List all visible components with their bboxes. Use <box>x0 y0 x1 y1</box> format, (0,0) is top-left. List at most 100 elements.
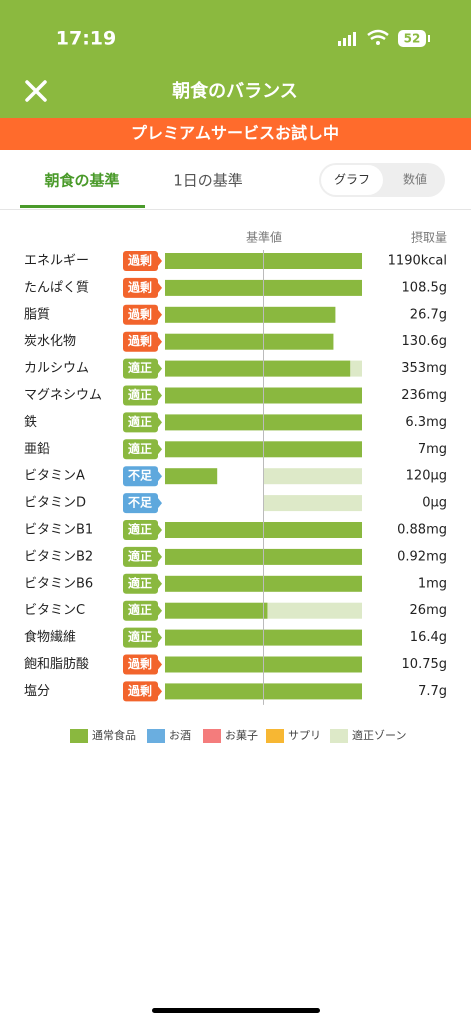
tab[interactable]: 1日の基準 <box>173 172 243 190</box>
status-label: 過剰 <box>127 656 152 671</box>
appropriate-zone <box>263 468 362 485</box>
status-label: 過剰 <box>127 306 152 321</box>
status-label: 適正 <box>128 360 152 375</box>
status-label: 過剰 <box>127 683 152 698</box>
status-badge-arrow <box>158 686 162 697</box>
home-indicator <box>152 1008 320 1013</box>
signal <box>338 32 356 46</box>
intake-value: 353mg <box>401 361 447 376</box>
wifi-dot <box>376 41 380 45</box>
battery-level: 52 <box>404 32 421 46</box>
status-badge-arrow <box>158 578 162 589</box>
value-header: 摂取量 <box>411 230 447 245</box>
status-badge <box>123 654 158 675</box>
toggle-active <box>321 165 383 195</box>
status-label: 不足 <box>128 469 152 483</box>
status-badge <box>123 412 158 433</box>
status-label: 適正 <box>128 548 152 563</box>
intake-value: 6.3mg <box>405 415 447 430</box>
status-badge <box>123 520 158 540</box>
intake-value: 120µg <box>406 469 447 484</box>
status-badge-arrow <box>158 525 162 535</box>
battery-cap <box>428 35 430 42</box>
nutrient-name: ビタミンC <box>24 603 85 618</box>
nutrient-name: 鉄 <box>24 415 37 430</box>
status-label: 過剰 <box>127 253 152 268</box>
status-badge-arrow <box>158 498 162 509</box>
legend-swatch <box>203 729 221 743</box>
status-label: 不足 <box>128 496 152 510</box>
status-badge-arrow <box>158 471 162 482</box>
status-label: 適正 <box>128 575 152 590</box>
status-badge-arrow <box>158 256 162 266</box>
status-badge <box>123 681 158 702</box>
status-badge-arrow <box>158 632 162 643</box>
intake-value: 0µg <box>422 496 447 511</box>
legend-swatch <box>70 729 88 743</box>
nutrient-name: ビタミンB2 <box>24 549 93 564</box>
status-badge-arrow <box>158 659 162 670</box>
nutrient-name: ビタミンA <box>24 469 85 484</box>
nutrient-name: カルシウム <box>24 361 89 376</box>
status-badge <box>123 573 158 594</box>
legend-label: 適正ゾーン <box>352 728 406 742</box>
status-label: 過剰 <box>127 333 152 348</box>
tab-underline <box>20 205 145 208</box>
nutrient-name: ビタミンB6 <box>24 576 93 591</box>
bar <box>165 468 218 485</box>
nutrient-name: エネルギー <box>24 254 89 269</box>
status-label: 適正 <box>128 522 152 537</box>
legend-label: サプリ <box>288 729 321 742</box>
battery <box>398 30 426 47</box>
bar <box>165 602 268 619</box>
intake-value: 26.7g <box>410 307 447 322</box>
intake-value: 236mg <box>401 388 447 403</box>
close-button[interactable] <box>25 80 47 102</box>
legend-label: お酒 <box>169 729 191 742</box>
nutrient-name: 食物繊維 <box>24 629 76 645</box>
status-label: 適正 <box>128 629 152 644</box>
status-badge-arrow <box>158 363 162 374</box>
toggle-option[interactable]: 数値 <box>403 172 427 187</box>
nutrient-name: ビタミンD <box>24 496 86 511</box>
bar <box>165 333 334 350</box>
status-badge <box>123 600 158 621</box>
wifi <box>367 29 389 41</box>
status-badge <box>123 385 158 406</box>
time: 17:19 <box>56 28 116 50</box>
tab[interactable]: 朝食の基準 <box>44 172 119 190</box>
status-badge <box>123 304 158 325</box>
legend-swatch <box>330 729 348 743</box>
reference-label: 基準値 <box>246 230 282 245</box>
bar <box>165 360 351 377</box>
status-badge <box>123 466 158 487</box>
intake-value: 7mg <box>418 442 447 457</box>
status-badge-arrow <box>158 282 162 293</box>
banner[interactable]: プレミアムサービスお試し中 <box>131 124 339 143</box>
legend-swatch <box>266 729 284 743</box>
nutrient-name: 飽和脂肪酸 <box>24 656 89 672</box>
header-bg <box>0 0 471 118</box>
intake-value: 0.88mg <box>397 523 447 538</box>
nutrient-name: 炭水化物 <box>24 334 76 349</box>
intake-value: 16.4g <box>410 630 447 645</box>
legend-swatch <box>147 729 165 743</box>
intake-value: 7.7g <box>418 684 447 699</box>
status-badge <box>123 251 158 271</box>
nutrient-name: たんぱく質 <box>24 280 89 295</box>
banner-bg <box>0 118 471 150</box>
status-badge-arrow <box>158 605 162 616</box>
nutrient-name: マグネシウム <box>24 388 102 403</box>
status-badge <box>123 358 158 379</box>
intake-value: 0.92mg <box>397 549 447 564</box>
status-label: 適正 <box>128 387 152 402</box>
status-badge-arrow <box>158 417 162 428</box>
status-label: 適正 <box>128 441 152 456</box>
intake-value: 10.75g <box>402 657 447 672</box>
toggle-option[interactable]: グラフ <box>334 173 370 187</box>
intake-value: 26mg <box>410 603 447 618</box>
status-badge <box>123 546 158 567</box>
status-label: 過剰 <box>127 279 152 294</box>
intake-value: 108.5g <box>402 280 447 295</box>
